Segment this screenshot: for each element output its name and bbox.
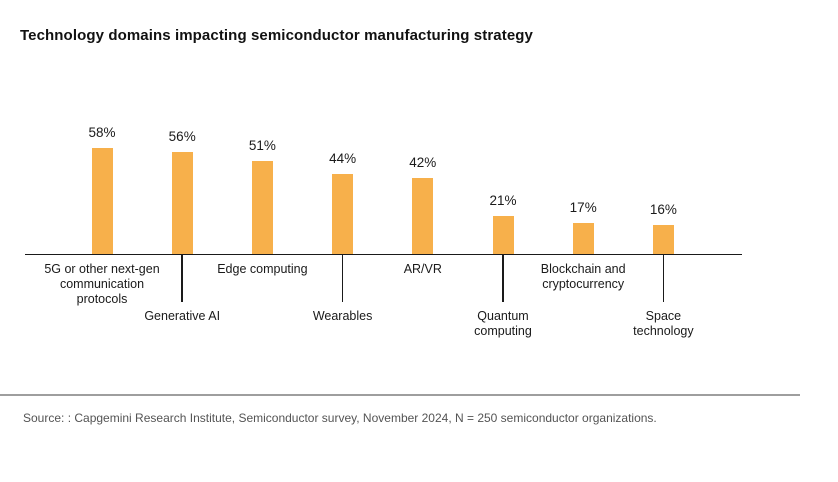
category-label: Space technology bbox=[633, 309, 694, 338]
tick-leader-line bbox=[502, 254, 504, 302]
bar bbox=[332, 173, 354, 254]
bar bbox=[412, 177, 434, 254]
tick-leader-line bbox=[181, 254, 183, 302]
x-axis-line bbox=[25, 253, 742, 255]
category-label: 5G or other next-gen communication proto… bbox=[44, 262, 160, 306]
category-label: Generative AI bbox=[144, 309, 221, 323]
bar-value-label: 56% bbox=[168, 129, 196, 145]
chart-title: Technology domains impacting semiconduct… bbox=[20, 27, 533, 44]
bar-value-label: 21% bbox=[489, 192, 517, 208]
bar-value-label: 17% bbox=[569, 200, 597, 216]
category-label: Edge computing bbox=[217, 262, 308, 276]
bar bbox=[91, 148, 113, 254]
category-label: Blockchain and cryptocurrency bbox=[540, 262, 626, 291]
bar bbox=[251, 161, 273, 254]
bar bbox=[492, 215, 514, 254]
tick-leader-line bbox=[341, 254, 344, 302]
bar-value-label: 44% bbox=[329, 150, 357, 166]
bar-value-label: 51% bbox=[248, 138, 276, 154]
category-label: Quantum computing bbox=[474, 309, 532, 338]
tick-leader-line bbox=[662, 254, 665, 302]
bar-value-label: 16% bbox=[649, 201, 677, 217]
bar bbox=[572, 223, 594, 254]
category-label: Wearables bbox=[312, 309, 373, 323]
bar bbox=[171, 152, 193, 254]
bar-value-label: 58% bbox=[88, 125, 116, 141]
footer-divider bbox=[0, 394, 800, 396]
bar bbox=[652, 224, 674, 254]
source-note: Source: : Capgemini Research Institute, … bbox=[23, 411, 657, 425]
bar-value-label: 42% bbox=[409, 154, 437, 170]
category-label: AR/VR bbox=[403, 262, 442, 276]
